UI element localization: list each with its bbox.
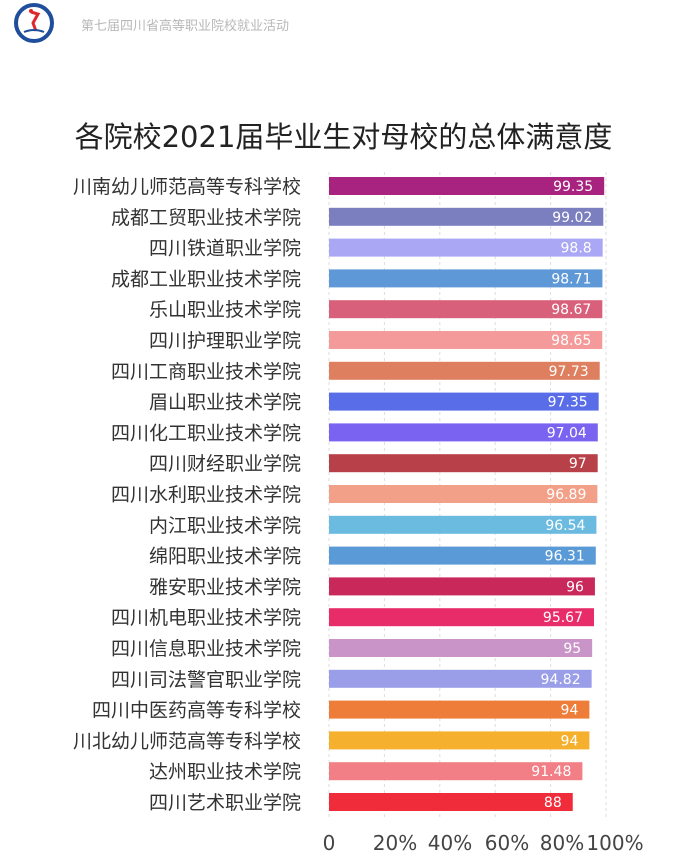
bar [329,454,598,473]
header-text: 第七届四川省高等职业院校就业活动 [81,19,290,34]
category-label: 四川工商职业技术学院 [111,361,301,383]
x-tick-label: 80% [540,831,584,855]
bar [329,669,592,688]
data-label: 98.67 [551,302,591,318]
category-label: 四川财经职业学院 [149,453,301,475]
x-tick-label: 100% [586,831,643,855]
bar [329,207,604,226]
data-label: 88 [544,795,562,811]
bar [329,238,603,257]
data-label: 97.35 [548,395,588,411]
data-label: 97.73 [549,364,589,380]
category-label: 绵阳职业技术学院 [149,546,301,568]
data-label: 99.02 [552,210,592,226]
bar [329,639,593,657]
data-label: 97.04 [547,425,587,441]
data-label: 96 [566,579,584,595]
logo-icon [14,3,54,43]
category-label: 四川水利职业技术学院 [111,484,301,506]
bar [329,762,583,781]
chart-title: 各院校2021届毕业生对母校的总体满意度 [74,120,613,154]
category-label: 四川信息职业技术学院 [111,638,301,660]
data-label: 94 [561,703,579,719]
bar [329,577,595,596]
data-label: 98.71 [551,271,591,287]
data-label: 96.54 [545,518,585,534]
bar [329,608,595,627]
data-label: 94 [561,733,579,749]
x-tick-label: 40% [428,831,472,855]
data-label: 95.67 [543,610,583,626]
category-label: 内江职业技术学院 [149,515,301,537]
category-label: 眉山职业技术学院 [149,392,301,414]
category-label: 四川机电职业技术学院 [111,607,301,629]
category-label: 四川铁道职业学院 [149,238,301,260]
category-label: 乐山职业技术学院 [149,299,301,321]
bar [329,546,596,565]
data-label: 97 [569,456,587,472]
bar [329,331,603,349]
x-tick-label: 60% [485,831,529,855]
category-label: 四川司法警官职业学院 [111,669,301,691]
category-label: 雅安职业技术学院 [149,576,301,598]
category-label: 达州职业技术学院 [149,761,301,783]
category-label: 四川化工职业技术学院 [111,422,301,444]
category-label: 成都工业职业技术学院 [111,268,301,290]
bar [329,361,600,380]
data-label: 98.8 [561,241,592,257]
bar [329,177,605,195]
data-label: 94.82 [541,672,581,688]
data-label: 91.48 [531,764,571,780]
bar [329,700,590,719]
category-label: 川北幼儿师范高等专科学校 [73,730,301,752]
bar [329,269,603,288]
data-label: 99.35 [553,179,593,195]
category-label: 川南幼儿师范高等专科学校 [73,176,301,198]
bar [329,300,603,319]
data-label: 96.31 [545,549,585,565]
category-label: 成都工贸职业技术学院 [111,207,301,229]
bar [329,423,598,442]
category-label: 四川中医药高等专科学校 [92,700,301,722]
category-label: 四川艺术职业学院 [149,792,301,814]
bar [329,485,598,503]
data-label: 98.65 [551,333,591,349]
bar [329,392,599,411]
bar [329,731,590,750]
bar [329,793,573,811]
bar [329,515,597,534]
x-tick-label: 0 [323,831,336,855]
data-label: 96.89 [546,487,586,503]
x-tick-label: 20% [373,831,417,855]
data-label: 95 [563,641,581,657]
category-label: 四川护理职业学院 [149,330,301,352]
